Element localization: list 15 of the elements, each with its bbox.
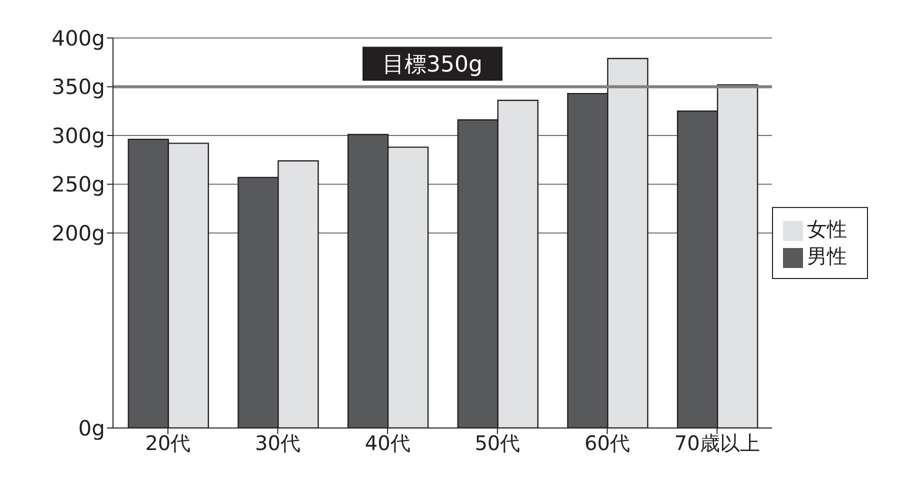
y-tick-label: 0g [78, 416, 105, 440]
x-tick-label: 40代 [364, 431, 410, 456]
x-tick-label: 70歳以上 [674, 431, 760, 456]
y-tick-label: 350g [52, 75, 105, 100]
x-tick-label: 30代 [255, 431, 300, 456]
y-tick-label: 200g [52, 221, 105, 246]
ref-line-label: 目標350g [382, 52, 482, 78]
x-tick-label: 60代 [584, 431, 630, 456]
y-tick-label: 300g [52, 124, 105, 148]
legend-label: 女性 [807, 217, 847, 241]
y-tick-label: 400g [52, 26, 105, 50]
legend-label: 男性 [807, 244, 847, 268]
y-tick-label: 250g [52, 172, 105, 197]
x-tick-label: 20代 [145, 431, 191, 456]
x-tick-label: 50代 [474, 431, 520, 456]
